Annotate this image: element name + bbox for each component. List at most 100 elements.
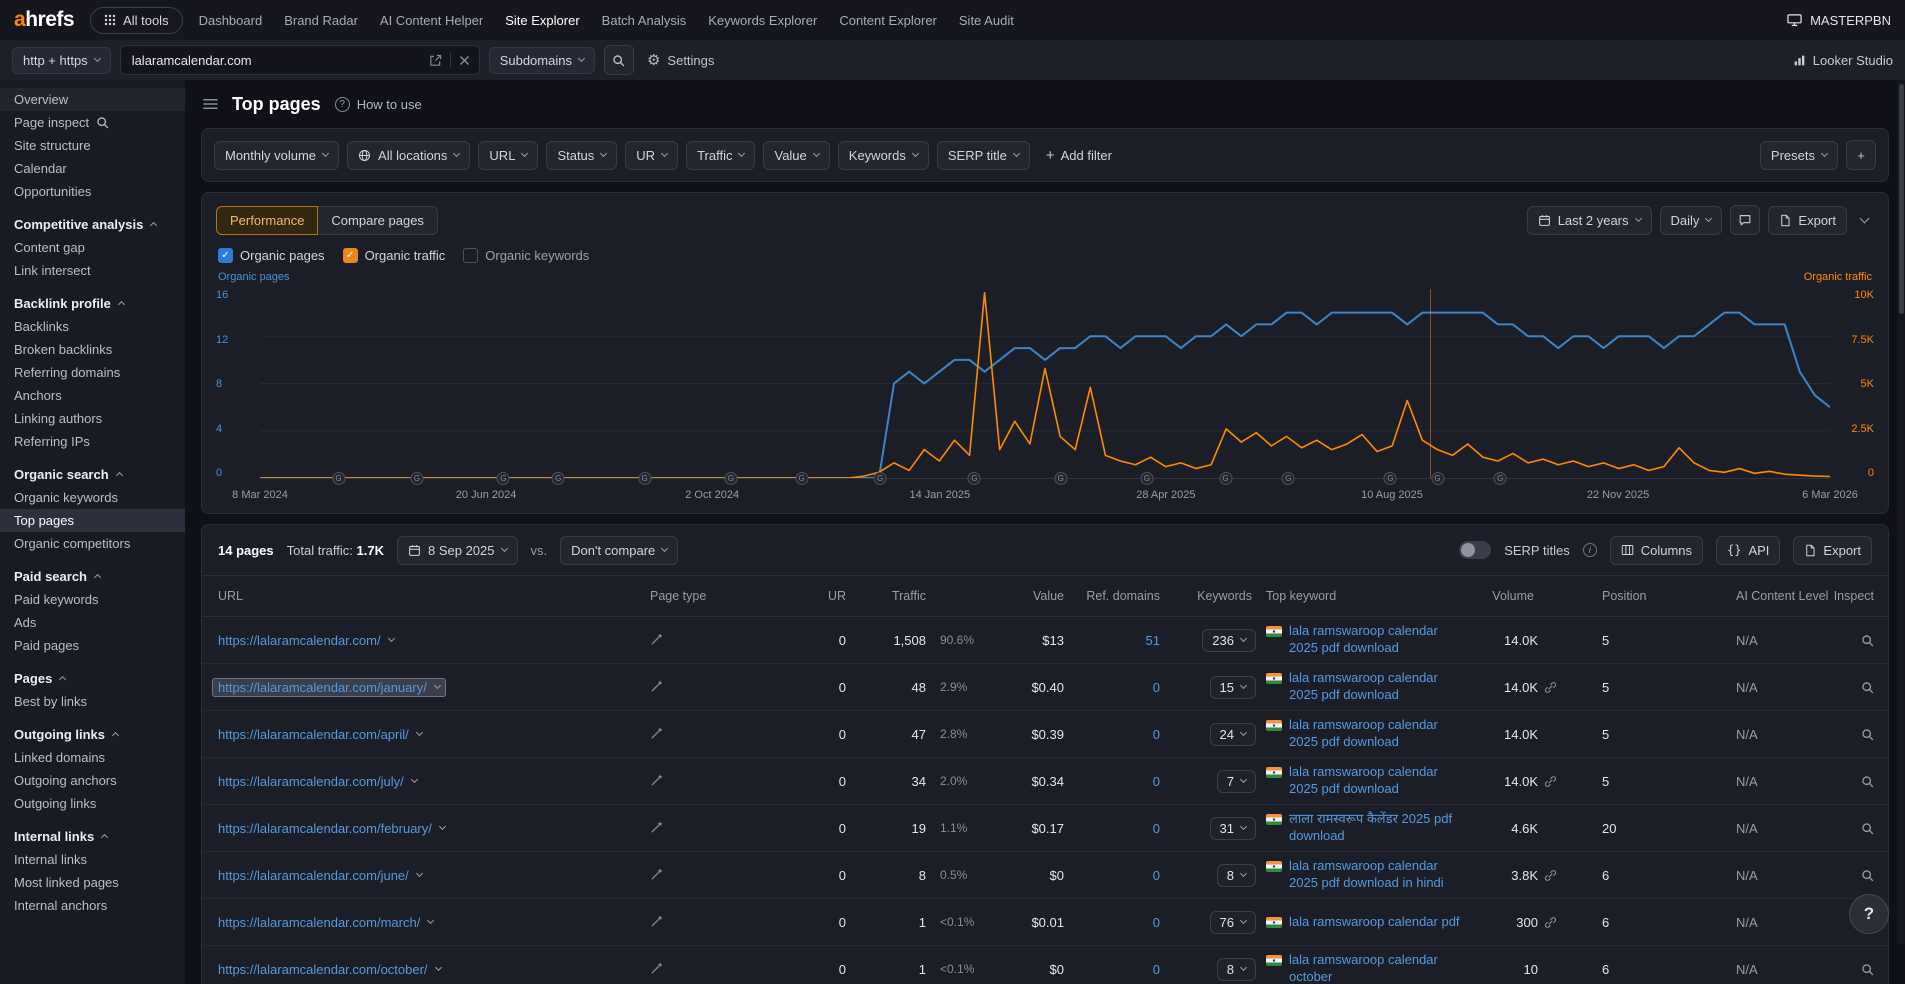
api-button[interactable]: {} API [1716,535,1781,565]
chart-export-button[interactable]: Export [1768,205,1847,235]
table-date-dropdown[interactable]: 8 Sep 2025 [396,535,518,565]
google-update-marker[interactable]: G [551,472,565,485]
filter-chip-ur[interactable]: UR [625,140,679,170]
sidebar-item-best-by-links[interactable]: Best by links [0,690,185,713]
help-button[interactable]: ? [1849,894,1889,934]
top-keyword-link[interactable]: lala ramswaroop calendar 2025 pdf downlo… [1289,858,1444,890]
google-update-marker[interactable]: G [1431,472,1444,485]
add-filter-button[interactable]: + Add filter [1038,142,1120,169]
sidebar-item-link-intersect[interactable]: Link intersect [0,259,185,282]
nav-item-keywords-explorer[interactable]: Keywords Explorer [708,12,818,28]
page-type-wand-icon[interactable] [650,914,664,928]
page-type-wand-icon[interactable] [650,820,664,834]
sidebar-item-internal-anchors[interactable]: Internal anchors [0,894,185,917]
page-type-wand-icon[interactable] [650,867,664,881]
tab-performance[interactable]: Performance [216,205,319,235]
ref-domains-link[interactable]: 0 [1152,726,1160,742]
how-to-use-link[interactable]: ? How to use [334,96,422,112]
sidebar-section-internal-links[interactable]: Internal links [0,825,185,848]
filter-chip-status[interactable]: Status [546,140,618,170]
keywords-dropdown[interactable]: 24 [1209,722,1256,746]
granularity-dropdown[interactable]: Daily [1659,205,1723,235]
nav-item-site-audit[interactable]: Site Audit [958,12,1014,28]
protocol-dropdown[interactable]: http + https [12,46,111,74]
sidebar-item-linking-authors[interactable]: Linking authors [0,407,185,430]
sidebar-item-anchors[interactable]: Anchors [0,384,185,407]
scope-dropdown[interactable]: Subdomains [488,46,595,74]
inspect-icon[interactable] [1861,963,1874,976]
ref-domains-link[interactable]: 0 [1152,867,1160,883]
keywords-dropdown[interactable]: 15 [1209,675,1256,699]
legend-checkbox-organic-pages[interactable]: ✓ Organic pages [218,248,325,263]
collapse-chart-icon[interactable] [1859,213,1870,223]
legend-checkbox-organic-keywords[interactable]: Organic keywords [463,248,589,263]
column-header-value[interactable]: Value [1032,589,1064,603]
top-keyword-link[interactable]: lala ramswaroop calendar 2025 pdf downlo… [1289,717,1438,749]
page-url-link[interactable]: https://lalaramcalendar.com/april/ [218,727,423,742]
google-update-marker[interactable]: G [1281,472,1295,485]
inspect-icon[interactable] [1861,634,1874,647]
sidebar-item-calendar[interactable]: Calendar [0,157,185,180]
ref-domains-link[interactable]: 0 [1152,679,1160,695]
filter-chip-traffic[interactable]: Traffic [686,140,756,170]
inspect-icon[interactable] [1861,822,1874,835]
sidebar-item-ads[interactable]: Ads [0,611,185,634]
column-header-url[interactable]: URL [218,589,244,603]
google-update-marker[interactable]: G [724,472,738,485]
column-header-ai-content-level[interactable]: AI Content Level [1736,589,1829,603]
filter-chip-url[interactable]: URL [478,140,539,170]
column-header-keywords[interactable]: Keywords [1197,589,1252,603]
date-range-dropdown[interactable]: Last 2 years [1526,205,1652,235]
google-update-marker[interactable]: G [410,472,424,485]
filter-chip-serp-title[interactable]: SERP title [936,140,1030,170]
settings-button[interactable]: ⚙ Settings [643,53,718,68]
sidebar-item-broken-backlinks[interactable]: Broken backlinks [0,338,185,361]
column-header-volume[interactable]: Volume [1492,589,1534,603]
page-type-wand-icon[interactable] [650,773,664,787]
sidebar-item-most-linked-pages[interactable]: Most linked pages [0,871,185,894]
serp-titles-toggle[interactable] [1459,541,1492,559]
sidebar-item-top-pages[interactable]: Top pages [0,509,185,532]
sidebar-section-pages[interactable]: Pages [0,667,185,690]
google-update-marker[interactable]: G [795,472,809,485]
page-url-link[interactable]: https://lalaramcalendar.com/july/ [218,774,418,789]
google-update-marker[interactable]: G [967,472,981,485]
legend-checkbox-organic-traffic[interactable]: ✓ Organic traffic [342,248,445,263]
annotations-button[interactable] [1730,205,1761,235]
sidebar-section-competitive-analysis[interactable]: Competitive analysis [0,213,185,236]
inspect-icon[interactable] [1861,681,1874,694]
column-header-traffic[interactable]: Traffic [891,589,926,603]
google-update-marker[interactable]: G [1140,472,1154,485]
page-type-wand-icon[interactable] [650,961,664,975]
clear-input-icon[interactable] [459,55,470,66]
sidebar-item-outgoing-links[interactable]: Outgoing links [0,792,185,815]
column-header-inspect[interactable]: Inspect [1833,589,1874,603]
top-keyword-link[interactable]: lala ramswaroop calendar 2025 pdf downlo… [1289,623,1438,655]
google-update-marker[interactable]: G [1054,472,1068,485]
nav-item-brand-radar[interactable]: Brand Radar [284,12,358,28]
all-tools-button[interactable]: All tools [90,6,183,34]
sidebar-item-internal-links[interactable]: Internal links [0,848,185,871]
ref-domains-link[interactable]: 0 [1152,820,1160,836]
sidebar-item-referring-domains[interactable]: Referring domains [0,361,185,384]
nav-item-ai-content-helper[interactable]: AI Content Helper [379,12,484,28]
google-update-marker[interactable]: G [332,472,345,485]
ref-domains-link[interactable]: 51 [1145,632,1160,648]
page-type-wand-icon[interactable] [650,679,664,693]
top-keyword-link[interactable]: lala ramswaroop calendar pdf [1289,913,1460,929]
vertical-scrollbar[interactable] [1897,80,1905,944]
keywords-dropdown[interactable]: 31 [1209,816,1256,840]
table-export-button[interactable]: Export [1793,535,1872,565]
hamburger-icon[interactable] [203,98,218,110]
filter-chip-keywords[interactable]: Keywords [837,140,929,170]
keywords-dropdown[interactable]: 8 [1216,957,1256,981]
top-keyword-link[interactable]: lala ramswaroop calendar 2025 pdf downlo… [1289,764,1438,796]
sidebar-item-outgoing-anchors[interactable]: Outgoing anchors [0,769,185,792]
page-url-link[interactable]: https://lalaramcalendar.com/june/ [218,868,423,883]
nav-item-dashboard[interactable]: Dashboard [198,12,263,28]
sidebar-item-backlinks[interactable]: Backlinks [0,315,185,338]
google-update-marker[interactable]: G [873,472,887,485]
nav-item-batch-analysis[interactable]: Batch Analysis [601,12,687,28]
open-in-new-tab-icon[interactable] [429,54,442,67]
sidebar-item-content-gap[interactable]: Content gap [0,236,185,259]
